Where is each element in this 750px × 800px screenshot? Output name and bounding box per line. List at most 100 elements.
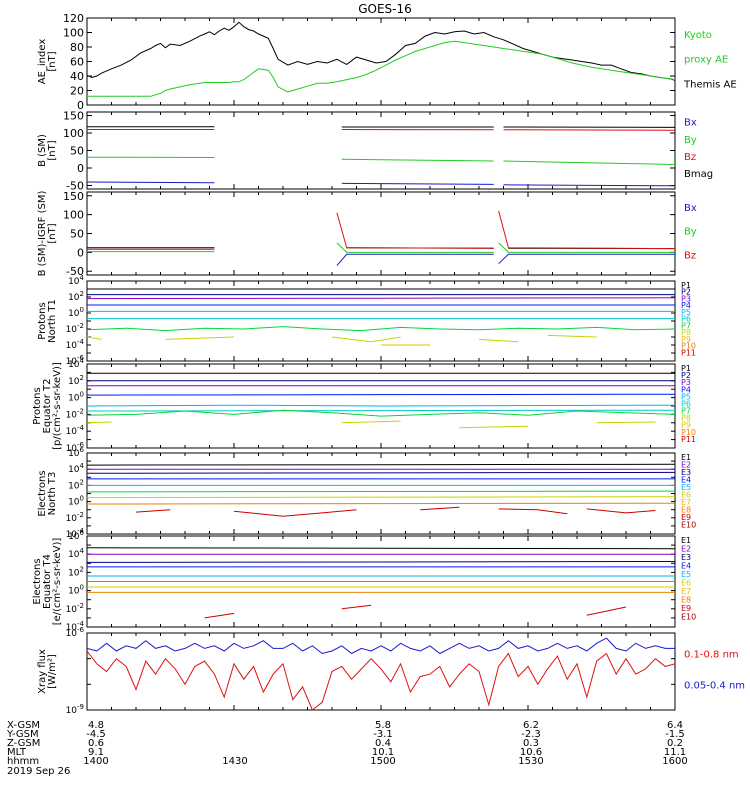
- series-p4: [86, 393, 676, 396]
- legend: Bx By Bz Bmag: [684, 118, 713, 180]
- y-tick-label: 100: [63, 27, 84, 40]
- y-axis-label: [nT]: [47, 140, 58, 160]
- panel-b_igrf: -50 0 50 100 150 B (SM)-IGRF (SM) [nT] Bx By Bz: [37, 190, 697, 278]
- y-tick-label: 150: [63, 110, 84, 123]
- legend-item: P4: [681, 385, 691, 394]
- series-by: [336, 242, 494, 253]
- y-axis-label: Equator T4: [42, 554, 53, 609]
- y-tick-label: 10-2: [66, 602, 84, 615]
- x-axis-value: 5.8: [375, 720, 391, 731]
- legend-item: P3: [681, 378, 691, 387]
- x-axis-value: 1530: [518, 756, 543, 767]
- x-axis-table: X-GSM 4.8 5.8 6.2 6.4 Y-GSM -4.5 -3.1 -2.3 -1.5 Z-…: [6, 720, 688, 777]
- series-p8: [596, 421, 656, 424]
- legend-item: Bz: [684, 152, 696, 163]
- y-axis-label: North T3: [47, 472, 58, 516]
- y-tick-label: 104: [68, 462, 84, 475]
- legend-item: 0.1-0.8 nm: [684, 650, 739, 661]
- y-tick-label: 40: [70, 70, 84, 83]
- legend-item: P6: [681, 315, 691, 324]
- y-tick-label: 10-4: [66, 424, 85, 437]
- legend-item: 0.05-0.4 nm: [684, 680, 745, 691]
- legend-item: E6: [681, 491, 691, 500]
- series-e3: [86, 471, 676, 474]
- legend-item: Kyoto: [684, 30, 712, 41]
- series-p8: [547, 334, 597, 338]
- y-axis-label: North T1: [47, 299, 58, 343]
- series-p8: [86, 336, 102, 340]
- legend-item: E9: [681, 604, 691, 613]
- y-axis-label: Equator T2: [42, 379, 53, 434]
- series-bx: [498, 253, 675, 265]
- legend-item: E6: [681, 579, 691, 588]
- x-axis-value: -3.1: [373, 729, 393, 740]
- y-tick-label: 10-2: [66, 407, 84, 420]
- x-axis-value: -4.5: [86, 729, 106, 740]
- y-tick-label: 102: [68, 374, 84, 387]
- legend-item: P5: [681, 392, 691, 401]
- series-e9: [586, 606, 627, 616]
- y-axis-label: [W/m²]: [47, 654, 58, 689]
- legend-item: E3: [681, 553, 691, 562]
- y-axis-label: [p/(cm²-s-sr-keV)]: [52, 362, 63, 450]
- y-tick-label: 10-2: [66, 511, 84, 524]
- series-by: [503, 160, 676, 165]
- legend-item: P7: [681, 407, 691, 416]
- series-p5: [86, 404, 676, 407]
- series-e9: [204, 612, 235, 619]
- y-tick-label: 120: [63, 12, 84, 25]
- y-axis-label: Electrons: [32, 558, 43, 604]
- y-tick-label: 100: [63, 127, 84, 140]
- legend-item: P11: [681, 348, 696, 357]
- series-0-05-0-4-nm: [86, 650, 676, 711]
- legend-item: E7: [681, 587, 691, 596]
- plot-frame: [86, 191, 676, 276]
- series-bx: [341, 182, 494, 185]
- y-tick-label: 102: [68, 290, 84, 303]
- chart-title: GOES-16: [358, 2, 412, 16]
- y-axis-label: Protons: [37, 302, 48, 339]
- series-kyoto-proxy-ae: [87, 40, 676, 97]
- y-axis-label: AE_index: [37, 39, 48, 85]
- legend: Bx By Bz: [684, 203, 697, 261]
- x-axis-value: -2.3: [521, 729, 541, 740]
- series-0-1-0-8-nm: [86, 637, 675, 655]
- legend-item: P2: [681, 288, 691, 297]
- x-axis-value: 1600: [662, 756, 687, 767]
- series-e6: [86, 490, 676, 493]
- legend-item: E2: [681, 545, 691, 554]
- series-e1: [86, 547, 676, 550]
- y-axis-label: [e/(cm²-s-sr-keV)]: [52, 538, 63, 626]
- legend-item: P4: [681, 301, 691, 310]
- legend-item: E4: [681, 562, 691, 571]
- legend-item: P10: [681, 342, 696, 351]
- y-tick-label: -50: [66, 180, 84, 193]
- legend-item: P10: [681, 428, 696, 437]
- x-axis-value: 1400: [83, 756, 108, 767]
- legend-item: P8: [681, 328, 691, 337]
- series-bz: [336, 212, 494, 249]
- series-bx: [503, 184, 676, 187]
- y-tick-label: 150: [63, 190, 84, 203]
- series-e9: [586, 508, 656, 514]
- legend-item: E7: [681, 498, 691, 507]
- y-axis-label: Protons: [32, 387, 43, 424]
- x-axis-value: 0.4: [375, 738, 391, 749]
- series-e7: [86, 496, 676, 499]
- series-by: [498, 242, 675, 253]
- legend-item: Bmag: [684, 169, 713, 180]
- y-tick-label: 50: [70, 145, 84, 158]
- series-p8: [459, 425, 529, 429]
- x-axis-value: 4.8: [88, 720, 104, 731]
- y-tick-label: 100: [68, 391, 84, 404]
- x-axis-value: 0.3: [523, 738, 539, 749]
- legend-item: E5: [681, 570, 691, 579]
